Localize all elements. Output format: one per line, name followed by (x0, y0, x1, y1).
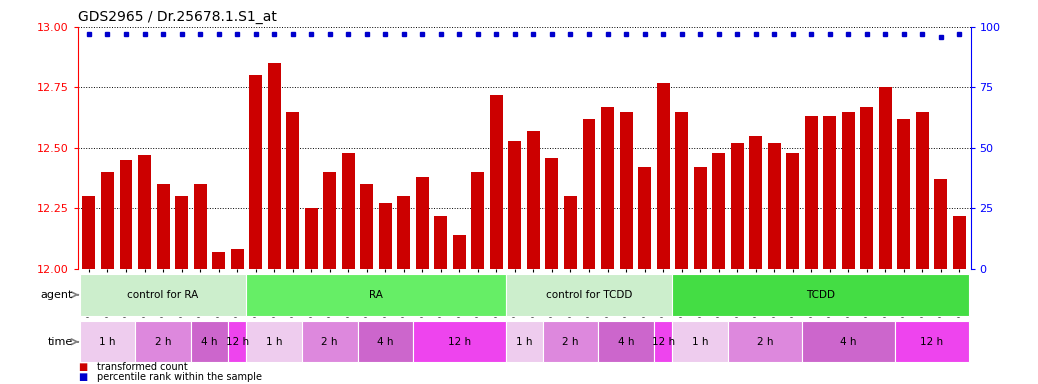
Bar (657, 83, 670, 269)
Bar (246, 321, 302, 362)
Bar (916, 112, 929, 269)
Bar (654, 321, 673, 362)
Bar (768, 143, 781, 269)
Bar (673, 273, 968, 316)
Bar (546, 157, 558, 269)
Bar (342, 153, 355, 269)
Bar (564, 196, 577, 269)
Text: 12 h: 12 h (920, 337, 944, 347)
Text: 4 h: 4 h (377, 337, 393, 347)
Bar (786, 153, 799, 269)
Bar (953, 215, 966, 269)
Bar (82, 196, 95, 269)
Text: 1 h: 1 h (100, 337, 115, 347)
Text: 1 h: 1 h (266, 337, 282, 347)
Text: TCDD: TCDD (807, 290, 835, 300)
Bar (471, 172, 485, 269)
Bar (527, 131, 540, 269)
Bar (138, 155, 151, 269)
Bar (286, 112, 299, 269)
Text: 1 h: 1 h (692, 337, 708, 347)
Bar (712, 153, 726, 269)
Bar (802, 321, 895, 362)
Bar (175, 196, 188, 269)
Bar (934, 179, 948, 269)
Bar (246, 273, 506, 316)
Bar (323, 172, 336, 269)
Bar (582, 119, 596, 269)
Text: 12 h: 12 h (225, 337, 249, 347)
Text: 2 h: 2 h (563, 337, 579, 347)
Bar (506, 273, 673, 316)
Bar (305, 209, 318, 269)
Text: 4 h: 4 h (201, 337, 218, 347)
Bar (453, 235, 466, 269)
Text: 4 h: 4 h (618, 337, 634, 347)
Bar (119, 160, 133, 269)
Bar (398, 196, 410, 269)
Text: percentile rank within the sample: percentile rank within the sample (97, 372, 262, 382)
Bar (898, 119, 910, 269)
Bar (357, 321, 413, 362)
Text: time: time (48, 337, 73, 347)
Text: 2 h: 2 h (757, 337, 773, 347)
Bar (620, 112, 632, 269)
Text: control for RA: control for RA (128, 290, 198, 300)
Text: 2 h: 2 h (155, 337, 171, 347)
Text: agent: agent (40, 290, 73, 300)
Text: 12 h: 12 h (447, 337, 471, 347)
Bar (598, 321, 654, 362)
Bar (731, 143, 743, 269)
Bar (379, 204, 391, 269)
Bar (693, 167, 707, 269)
Bar (673, 321, 728, 362)
Text: GDS2965 / Dr.25678.1.S1_at: GDS2965 / Dr.25678.1.S1_at (78, 10, 277, 25)
Bar (675, 112, 688, 269)
Bar (194, 184, 207, 269)
Bar (268, 63, 280, 269)
Bar (490, 94, 502, 269)
Bar (249, 75, 263, 269)
Text: ■: ■ (78, 362, 87, 372)
Bar (895, 321, 968, 362)
Bar (360, 184, 374, 269)
Bar (230, 250, 244, 269)
Bar (135, 321, 191, 362)
Bar (728, 321, 802, 362)
Text: RA: RA (370, 290, 383, 300)
Text: transformed count: transformed count (97, 362, 187, 372)
Bar (804, 116, 818, 269)
Bar (80, 321, 135, 362)
Bar (416, 177, 429, 269)
Text: 12 h: 12 h (652, 337, 675, 347)
Bar (212, 252, 225, 269)
Bar (638, 167, 651, 269)
Bar (879, 88, 892, 269)
Bar (434, 215, 447, 269)
Bar (861, 107, 873, 269)
Text: 2 h: 2 h (322, 337, 338, 347)
Text: 1 h: 1 h (516, 337, 532, 347)
Bar (157, 184, 169, 269)
Bar (302, 321, 357, 362)
Bar (543, 321, 598, 362)
Bar (506, 321, 543, 362)
Bar (823, 116, 837, 269)
Bar (601, 107, 614, 269)
Bar (101, 172, 114, 269)
Text: ■: ■ (78, 372, 87, 382)
Bar (80, 273, 246, 316)
Text: 4 h: 4 h (840, 337, 856, 347)
Bar (413, 321, 506, 362)
Bar (749, 136, 762, 269)
Text: control for TCDD: control for TCDD (546, 290, 632, 300)
Bar (842, 112, 854, 269)
Bar (509, 141, 521, 269)
Bar (191, 321, 228, 362)
Bar (228, 321, 246, 362)
